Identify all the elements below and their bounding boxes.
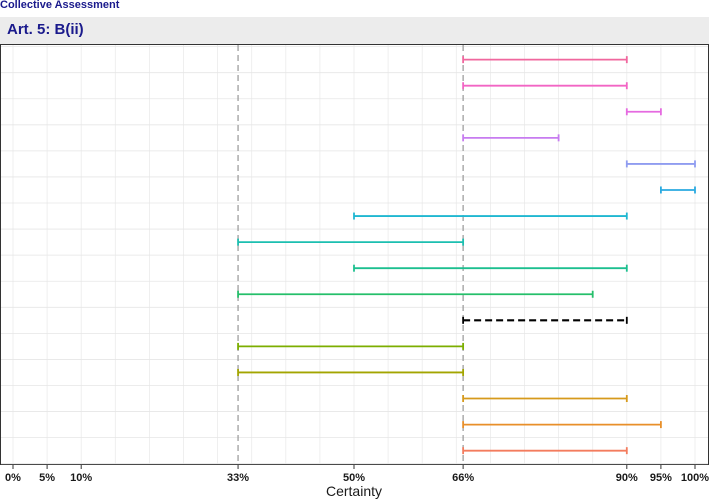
x-tick-label: 0% [5,472,21,484]
panel-strip: Art. 5: B(ii) [0,17,709,44]
super-title: Collective Assessment [0,0,120,11]
x-axis-title: Certainty [326,483,382,499]
x-tick-label: 10% [70,472,92,484]
panel-title: Art. 5: B(ii) [7,21,84,38]
x-tick-label: 5% [39,472,55,484]
x-tick-label: 33% [227,472,249,484]
x-tick-label: 95% [650,472,672,484]
x-tick-label: 100% [681,472,709,484]
plot-panel [0,44,709,465]
x-tick-label: 90% [616,472,638,484]
x-tick-label: 50% [343,472,365,484]
x-tick-label: 66% [452,472,474,484]
